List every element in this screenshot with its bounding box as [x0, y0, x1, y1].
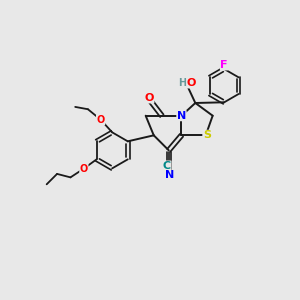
Text: O: O [144, 93, 154, 103]
Text: S: S [203, 130, 211, 140]
Text: H: H [178, 78, 186, 88]
Text: O: O [187, 78, 196, 88]
Text: O: O [80, 164, 88, 174]
Text: F: F [220, 60, 228, 70]
Text: N: N [165, 170, 175, 180]
Text: N: N [177, 111, 186, 121]
Text: C: C [163, 161, 171, 171]
Text: O: O [97, 115, 105, 124]
